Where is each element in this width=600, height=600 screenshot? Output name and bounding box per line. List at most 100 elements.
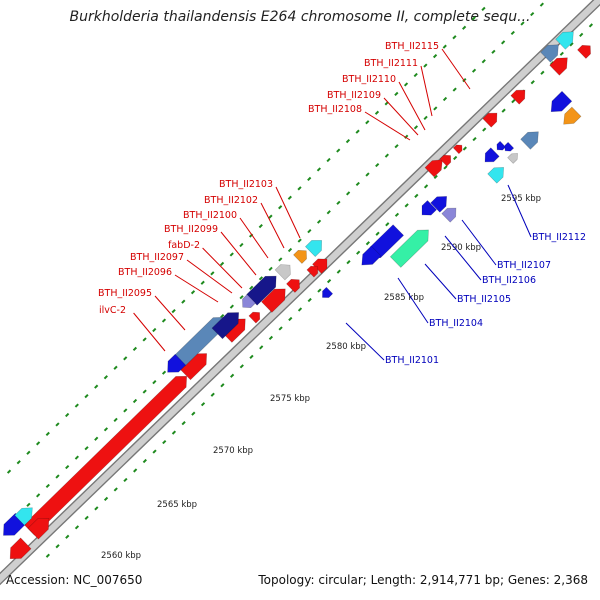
gene-reverse[interactable] bbox=[520, 131, 539, 150]
scale-tick bbox=[200, 402, 206, 407]
scale-tick bbox=[394, 144, 399, 149]
gene-label[interactable]: BTH_II2103 bbox=[219, 179, 273, 190]
leader-line bbox=[133, 312, 166, 352]
gene-label[interactable]: BTH_II2108 bbox=[308, 104, 362, 115]
gene-label[interactable]: fabD-2 bbox=[168, 240, 200, 251]
scale-tick bbox=[365, 172, 370, 177]
gene-forward[interactable] bbox=[286, 278, 300, 293]
gene-forward[interactable] bbox=[14, 507, 33, 526]
gene-forward[interactable] bbox=[9, 537, 32, 560]
gene-forward[interactable] bbox=[167, 353, 187, 373]
gene-forward[interactable] bbox=[510, 89, 526, 105]
leader-line bbox=[420, 65, 433, 117]
scale-tick bbox=[414, 193, 419, 198]
gene-reverse[interactable] bbox=[504, 141, 515, 152]
gene-label[interactable]: BTH_II2111 bbox=[364, 58, 418, 69]
gene-label[interactable]: BTH_II2112 bbox=[532, 232, 586, 243]
gene-label[interactable]: BTH_II2096 bbox=[118, 267, 172, 278]
gene-reverse[interactable] bbox=[421, 200, 437, 216]
scale-tick bbox=[511, 99, 516, 104]
gene-forward[interactable] bbox=[306, 265, 319, 278]
gene-reverse[interactable] bbox=[361, 245, 382, 266]
leader-line bbox=[424, 263, 457, 300]
scale-tick bbox=[326, 210, 331, 215]
gene-forward[interactable] bbox=[261, 288, 286, 313]
scale-tick bbox=[453, 155, 458, 161]
gene-label[interactable]: BTH_II2099 bbox=[164, 224, 218, 235]
gene-forward[interactable] bbox=[211, 312, 240, 340]
scale-tick bbox=[452, 35, 457, 40]
scale-tick bbox=[219, 261, 225, 266]
scale-tick bbox=[307, 297, 312, 303]
gene-forward[interactable] bbox=[577, 44, 591, 59]
scale-tick bbox=[123, 356, 128, 361]
gene-forward[interactable] bbox=[424, 159, 443, 178]
scale-tick bbox=[74, 403, 79, 408]
scale-label: 2570 kbp bbox=[213, 446, 253, 456]
gene-forward[interactable] bbox=[304, 240, 323, 258]
scale-tick bbox=[152, 327, 157, 333]
scale-tick bbox=[123, 408, 128, 413]
scale-tick bbox=[336, 269, 341, 274]
gene-label[interactable]: BTH_II2097 bbox=[130, 252, 184, 263]
scale-tick bbox=[355, 129, 360, 134]
scale-tick bbox=[365, 241, 370, 246]
gene-forward[interactable] bbox=[555, 31, 574, 50]
scale-tick bbox=[220, 313, 225, 319]
gene-reverse[interactable] bbox=[487, 167, 505, 184]
gene-forward[interactable] bbox=[549, 57, 568, 76]
gene-forward[interactable] bbox=[540, 44, 559, 63]
scale-tick bbox=[501, 108, 506, 113]
scale-tick bbox=[569, 42, 574, 47]
leader-line bbox=[398, 81, 426, 131]
scale-tick bbox=[132, 398, 138, 404]
gene-reverse[interactable] bbox=[507, 153, 518, 164]
leader-line bbox=[444, 235, 482, 281]
scale-tick bbox=[65, 464, 70, 470]
scale-tick bbox=[132, 346, 138, 351]
scale-tick bbox=[394, 212, 400, 217]
gene-forward[interactable] bbox=[452, 144, 463, 155]
gene-label[interactable]: BTH_II2105 bbox=[457, 294, 511, 305]
scale-tick bbox=[210, 392, 215, 397]
gene-label[interactable]: BTH_II2110 bbox=[342, 74, 396, 85]
scale-label: 2585 kbp bbox=[384, 293, 424, 303]
scale-tick bbox=[297, 186, 302, 191]
gene-forward[interactable] bbox=[248, 311, 261, 324]
gene-forward[interactable] bbox=[179, 353, 208, 381]
gene-label[interactable]: BTH_II2115 bbox=[385, 41, 439, 52]
scale-tick bbox=[413, 125, 419, 130]
gene-label[interactable]: BTH_II2100 bbox=[183, 210, 237, 221]
gene-forward[interactable] bbox=[274, 264, 291, 281]
gene-forward[interactable] bbox=[312, 258, 328, 274]
gene-label[interactable]: BTH_II2104 bbox=[429, 318, 483, 329]
gene-label[interactable]: BTH_II2107 bbox=[497, 260, 551, 271]
gene-reverse[interactable] bbox=[563, 106, 582, 125]
gene-label[interactable]: BTH_II2095 bbox=[98, 288, 152, 299]
gene-label[interactable]: ilvC-2 bbox=[99, 305, 126, 316]
gene-forward[interactable] bbox=[27, 517, 50, 540]
scale-tick bbox=[316, 167, 321, 172]
gene-label[interactable]: BTH_II2101 bbox=[385, 355, 439, 366]
gene-reverse[interactable] bbox=[550, 90, 573, 113]
gene-label[interactable]: BTH_II2106 bbox=[482, 275, 536, 286]
gene-forward[interactable] bbox=[482, 112, 498, 128]
scale-tick bbox=[443, 165, 448, 170]
gene-reverse[interactable] bbox=[441, 207, 457, 223]
gene-forward[interactable] bbox=[23, 375, 188, 536]
leader-line bbox=[186, 259, 233, 294]
gene-label[interactable]: BTH_II2102 bbox=[204, 195, 258, 206]
gene-reverse[interactable] bbox=[389, 229, 429, 268]
scale-tick bbox=[268, 335, 274, 341]
gene-reverse[interactable] bbox=[322, 286, 334, 298]
gene-forward[interactable] bbox=[293, 249, 307, 264]
gene-reverse[interactable] bbox=[496, 140, 507, 151]
gene-reverse[interactable] bbox=[430, 196, 448, 213]
gene-forward[interactable] bbox=[242, 294, 256, 309]
gene-label[interactable]: BTH_II2109 bbox=[327, 90, 381, 101]
gene-reverse[interactable] bbox=[484, 147, 500, 163]
scale-tick bbox=[249, 354, 254, 359]
gene-forward[interactable] bbox=[439, 154, 452, 167]
scale-tick bbox=[210, 271, 215, 276]
